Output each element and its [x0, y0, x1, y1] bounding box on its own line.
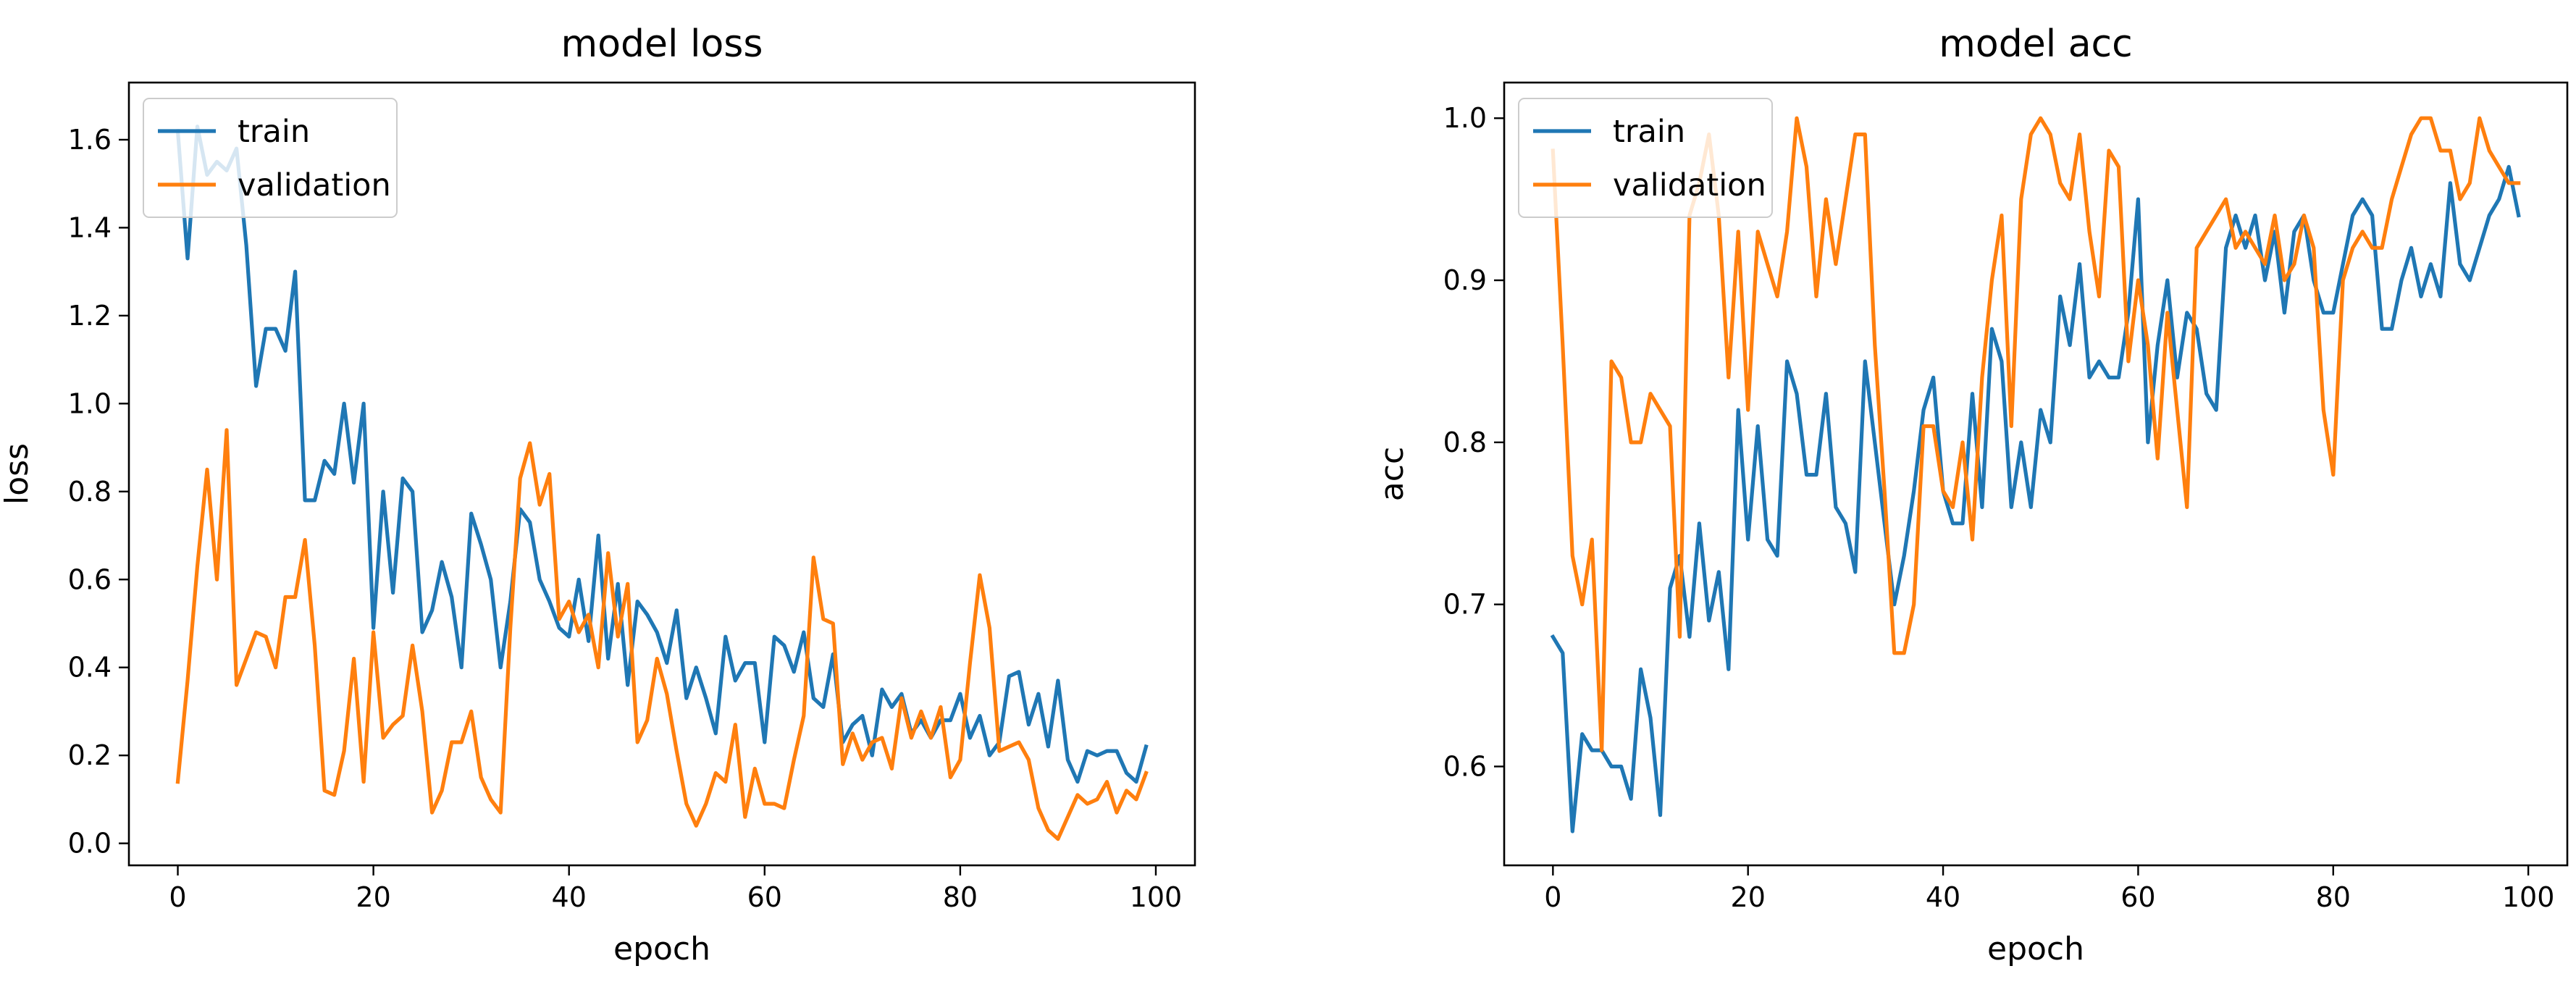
loss-axes-frame: [127, 81, 1196, 867]
loss-y-tick-label: 0.8: [68, 476, 112, 508]
loss-y-tick-label: 0.0: [68, 828, 112, 860]
loss-x-axis-label: epoch: [613, 931, 710, 967]
loss-chart-title: model loss: [561, 22, 763, 66]
loss-legend-box: [143, 98, 398, 218]
acc-x-tick-label: 0: [1544, 881, 1561, 913]
loss-y-axis-label: loss: [0, 443, 35, 505]
acc-y-tick-label: 0.7: [1443, 589, 1487, 621]
acc-chart-title: model acc: [1939, 22, 2133, 66]
acc-y-tick-label: 1.0: [1443, 102, 1487, 134]
loss-x-tick-label: 60: [747, 881, 782, 913]
loss-y-tick-label: 1.4: [68, 211, 112, 243]
acc-x-tick-label: 100: [2502, 881, 2555, 913]
loss-legend-label-validation: validation: [238, 167, 391, 203]
loss-x-tick-label: 0: [169, 881, 186, 913]
acc-axes-frame: [1503, 81, 2569, 867]
acc-x-tick-label: 80: [2316, 881, 2351, 913]
acc-legend-label-train: train: [1613, 114, 1685, 150]
loss-y-tick-label: 1.6: [68, 124, 112, 156]
loss-series-validation-line: [175, 428, 1149, 841]
loss-x-tick-label: 100: [1130, 881, 1183, 913]
acc-legend-box: [1518, 98, 1773, 218]
loss-y-tick-label: 1.2: [68, 300, 112, 332]
acc-x-tick-label: 40: [1926, 881, 1960, 913]
loss-y-tick-label: 0.2: [68, 739, 112, 771]
loss-x-tick-label: 40: [552, 881, 587, 913]
acc-x-tick-label: 20: [1731, 881, 1766, 913]
acc-y-axis-label: acc: [1374, 447, 1411, 501]
loss-y-tick-label: 1.0: [68, 387, 112, 419]
acc-y-tick-label: 0.8: [1443, 427, 1487, 458]
loss-legend-label-train: train: [238, 114, 310, 150]
acc-x-axis-label: epoch: [1987, 931, 2084, 967]
loss-y-tick-label: 0.6: [68, 563, 112, 595]
acc-x-tick-label: 60: [2120, 881, 2155, 913]
loss-y-tick-label: 0.4: [68, 652, 112, 684]
accuracy-chart: 0 20 40 60 80 100 0.6 0.7 0.8 0.9 1.0 model acc epoc…: [1374, 22, 2569, 967]
acc-y-tick-label: 0.9: [1443, 264, 1487, 296]
loss-x-tick-label: 80: [943, 881, 978, 913]
acc-legend-label-validation: validation: [1613, 167, 1766, 203]
acc-series-train-line: [1550, 164, 2521, 833]
acc-y-tick-label: 0.6: [1443, 750, 1487, 782]
loss-series-train-line: [175, 125, 1149, 784]
loss-x-tick-label: 20: [356, 881, 390, 913]
loss-chart: 0 20 40 60 80 100 0.0 0.2 0.4 0.6 0.8 1.0 1.2 1.4 1.6 m…: [0, 22, 1196, 967]
